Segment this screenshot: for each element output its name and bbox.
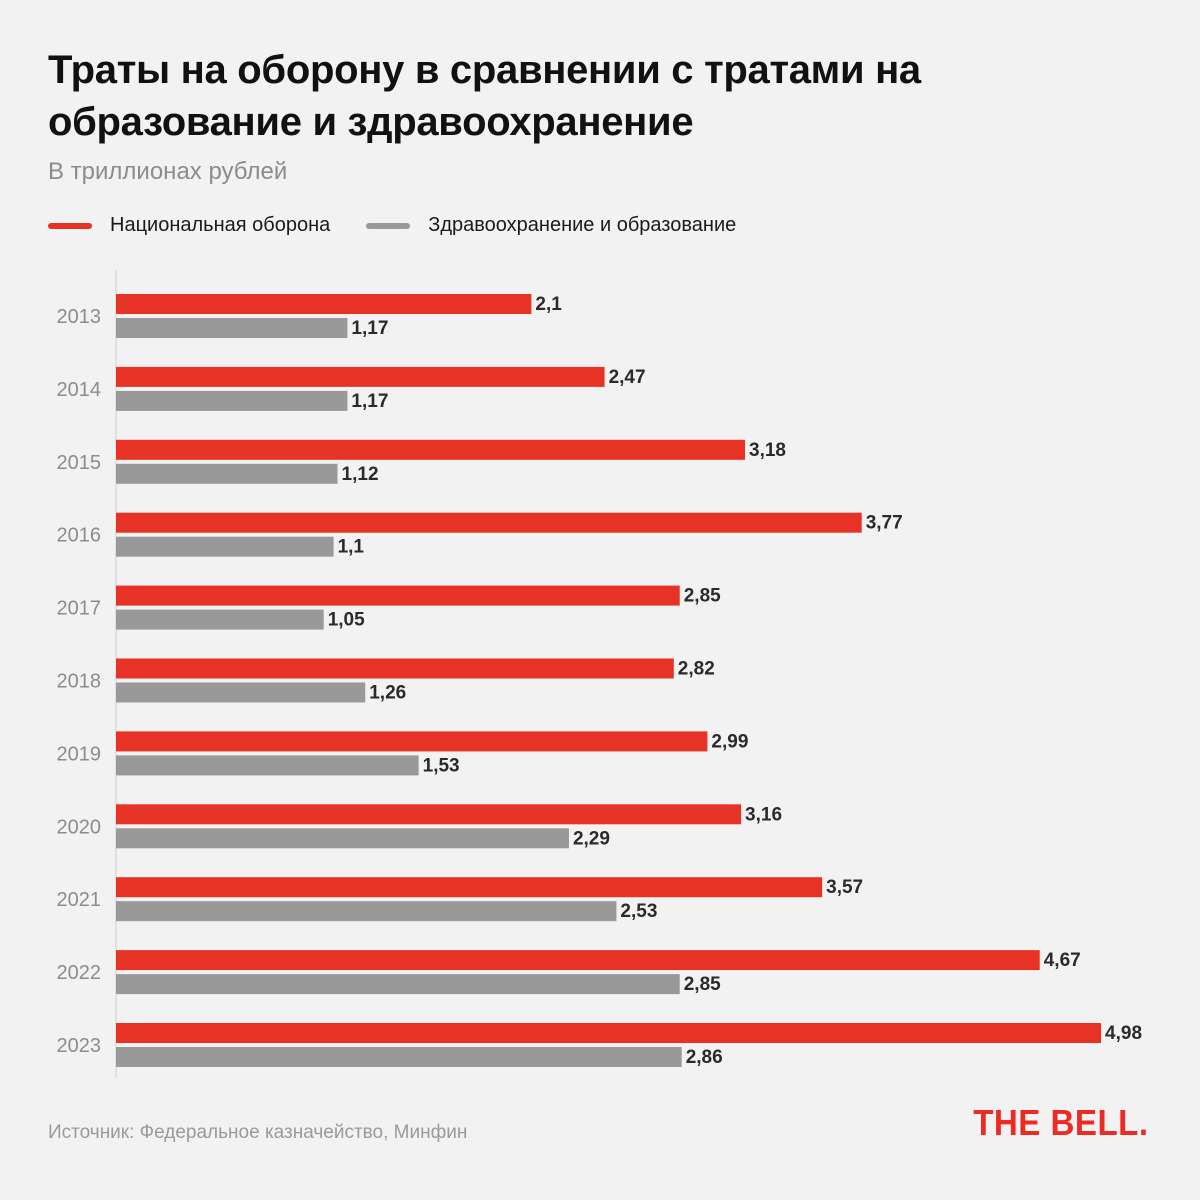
bar-defense-2023	[116, 1023, 1102, 1043]
value-label-defense-2021: 3,57	[826, 877, 863, 898]
value-label-health-education-2023: 2,86	[686, 1047, 723, 1068]
source-note: Источник: Федеральное казначейство, Минф…	[48, 1122, 468, 1143]
bar-chart: 2013 2,1 1,17 2014 2,47 1,17 2015 3,18 1,12 2016 3…	[57, 270, 1142, 1078]
value-label-health-education-2017: 1,05	[328, 610, 365, 631]
bar-health-education-2014	[116, 390, 348, 411]
year-label-2015: 2015	[57, 452, 102, 474]
value-label-health-education-2014: 1,17	[351, 391, 388, 412]
bar-defense-2017	[116, 585, 680, 606]
chart-subtitle: В триллионах рублей	[48, 158, 288, 185]
value-label-health-education-2019: 1,53	[423, 755, 460, 776]
bar-defense-2015	[116, 439, 746, 460]
bar-defense-2021	[116, 877, 823, 898]
value-label-defense-2013: 2,1	[535, 294, 562, 315]
year-label-2018: 2018	[57, 671, 102, 693]
legend-label-defense: Национальная оборона	[110, 214, 331, 236]
value-label-defense-2023: 4,98	[1105, 1023, 1142, 1044]
value-label-health-education-2016: 1,1	[338, 537, 365, 558]
legend-swatch-defense	[48, 222, 92, 229]
bar-defense-2022	[116, 950, 1040, 971]
value-label-health-education-2013: 1,17	[351, 318, 388, 339]
legend-item-defense: Национальная оборона	[48, 214, 330, 237]
value-label-defense-2019: 2,99	[711, 731, 748, 752]
year-label-2020: 2020	[57, 816, 102, 838]
bar-health-education-2013	[116, 318, 348, 338]
bar-defense-2016	[116, 512, 862, 533]
value-label-defense-2022: 4,67	[1044, 950, 1081, 971]
value-label-health-education-2020: 2,29	[573, 828, 610, 849]
legend-label-health-education: Здравоохранение и образование	[428, 214, 737, 236]
value-label-health-education-2015: 1,12	[342, 464, 379, 485]
legend-swatch-health-education	[366, 222, 411, 229]
value-label-defense-2016: 3,77	[866, 513, 903, 534]
chart-title: Траты на оборону в сравнении с тратами н…	[48, 48, 921, 144]
bar-health-education-2021	[116, 901, 617, 922]
bar-defense-2014	[116, 366, 605, 387]
bar-health-education-2015	[116, 463, 338, 484]
value-label-health-education-2018: 1,26	[369, 683, 406, 704]
value-label-defense-2015: 3,18	[749, 440, 786, 461]
year-label-2021: 2021	[57, 889, 102, 911]
bar-health-education-2019	[116, 755, 419, 776]
legend-item-health-education: Здравоохранение и образование	[366, 214, 736, 237]
bar-health-education-2017	[116, 609, 324, 630]
legend: Национальная оборона Здравоохранение и о…	[48, 214, 772, 237]
value-label-health-education-2022: 2,85	[684, 974, 721, 995]
year-label-2019: 2019	[57, 743, 102, 765]
year-label-2013: 2013	[57, 306, 102, 328]
bar-health-education-2023	[116, 1047, 682, 1067]
bar-health-education-2020	[116, 828, 569, 849]
year-label-2017: 2017	[57, 598, 102, 620]
brand-logo: THE BELL.	[972, 1102, 1148, 1143]
value-label-health-education-2021: 2,53	[620, 901, 657, 922]
year-label-2023: 2023	[57, 1035, 102, 1057]
bar-health-education-2018	[116, 682, 366, 703]
bar-defense-2019	[116, 731, 708, 752]
bar-defense-2018	[116, 658, 674, 679]
bar-defense-2020	[116, 804, 742, 825]
year-label-2016: 2016	[57, 525, 102, 547]
bar-health-education-2022	[116, 974, 680, 995]
value-label-defense-2017: 2,85	[684, 586, 721, 607]
year-label-2014: 2014	[57, 379, 102, 401]
bar-health-education-2016	[116, 536, 334, 557]
value-label-defense-2020: 3,16	[745, 804, 782, 825]
bar-defense-2013	[116, 294, 532, 314]
year-label-2022: 2022	[57, 962, 102, 984]
value-label-defense-2018: 2,82	[678, 659, 715, 680]
value-label-defense-2014: 2,47	[609, 367, 646, 388]
